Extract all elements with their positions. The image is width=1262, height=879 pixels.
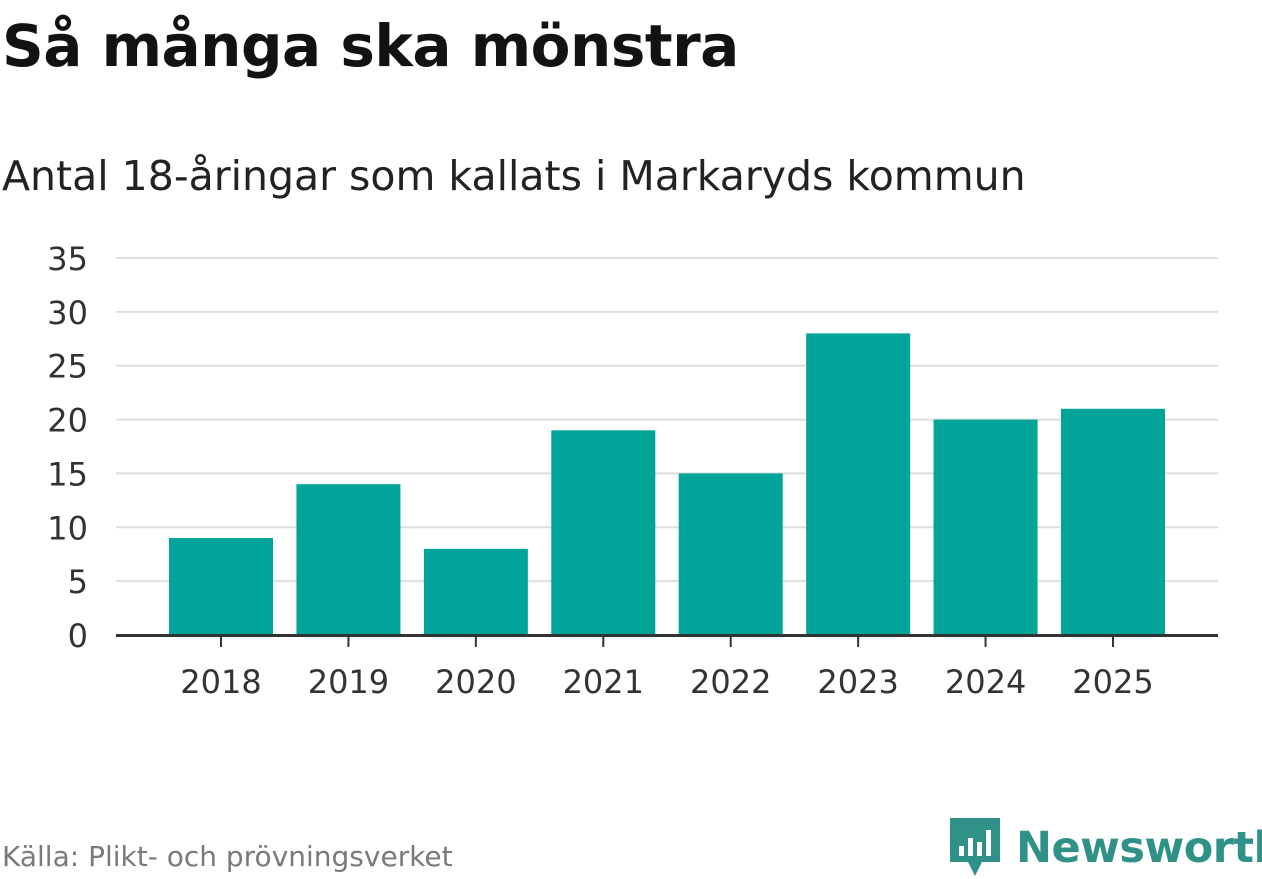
- bar-2024: [933, 419, 1038, 635]
- bar-2023: [806, 333, 911, 635]
- x-tick-label: 2023: [817, 663, 898, 701]
- bar-2025: [1061, 408, 1166, 635]
- y-tick-label: 15: [47, 455, 88, 493]
- y-tick-label: 20: [47, 402, 88, 440]
- x-tick-label: 2021: [563, 663, 644, 701]
- bar-2022: [678, 473, 783, 635]
- chart-subtitle: Antal 18-åringar som kallats i Markaryds…: [2, 152, 1026, 200]
- brand-name: Newsworthy: [1016, 823, 1262, 873]
- y-tick-label: 25: [47, 348, 88, 386]
- gridlines: [116, 257, 1218, 583]
- x-tick-label: 2020: [435, 663, 516, 701]
- x-tick-label: 2018: [180, 663, 261, 701]
- bar-2018: [169, 538, 273, 635]
- source-note: Källa: Plikt- och prövningsverket: [2, 840, 453, 873]
- newsworthy-logo-icon: [950, 818, 1000, 876]
- y-tick-label: 5: [68, 563, 88, 601]
- bar-2019: [296, 484, 401, 635]
- x-tick-label: 2024: [945, 663, 1026, 701]
- bars: [169, 333, 1166, 635]
- brand-logo: Newsworthy: [950, 818, 1262, 878]
- y-tick-label: 30: [47, 294, 88, 332]
- x-tick-label: 2025: [1072, 663, 1153, 701]
- y-tick-label: 10: [47, 509, 88, 547]
- x-axis-ticks: 2018 2019 2020 2021 2022 2023 2024 2025: [180, 635, 1154, 701]
- y-tick-label: 0: [68, 617, 88, 655]
- bar-2020: [423, 548, 528, 635]
- chart-title: Så många ska mönstra: [2, 12, 739, 80]
- x-tick-label: 2019: [308, 663, 389, 701]
- y-axis-ticks: 0 5 10 15 20 25 30 35: [47, 240, 88, 655]
- y-tick-label: 35: [47, 240, 88, 278]
- x-tick-label: 2022: [690, 663, 771, 701]
- bar-2021: [551, 430, 656, 635]
